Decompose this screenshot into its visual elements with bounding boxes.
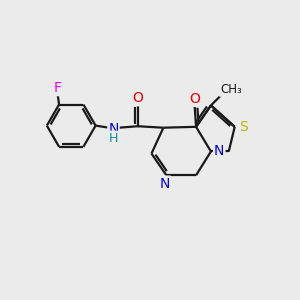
Text: N: N <box>214 145 224 158</box>
Text: F: F <box>54 81 61 95</box>
Text: N: N <box>108 122 118 136</box>
Text: N: N <box>160 177 170 190</box>
Text: CH₃: CH₃ <box>220 83 242 96</box>
Text: O: O <box>189 92 200 106</box>
Text: S: S <box>239 120 248 134</box>
Text: H: H <box>109 132 118 145</box>
Text: O: O <box>132 91 143 105</box>
